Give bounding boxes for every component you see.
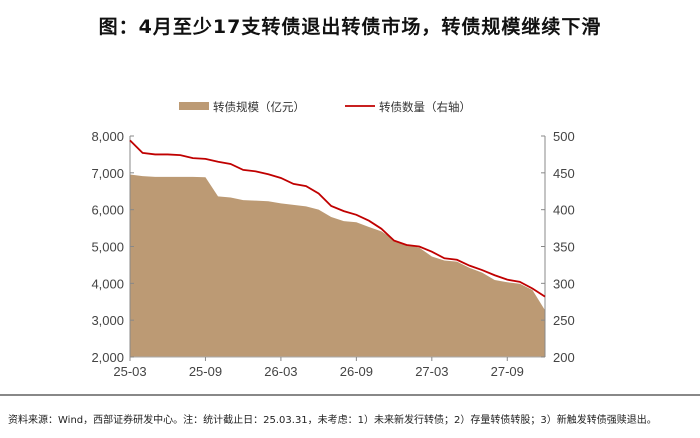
right-tick-label: 200 bbox=[553, 350, 575, 365]
left-tick-label: 3,000 bbox=[91, 313, 124, 328]
area-series-scale bbox=[130, 174, 545, 357]
divider bbox=[0, 394, 700, 396]
x-tick-label: 25-03 bbox=[113, 364, 146, 379]
x-tick-label: 26-03 bbox=[264, 364, 297, 379]
right-tick-label: 350 bbox=[553, 240, 575, 255]
right-tick-label: 300 bbox=[553, 276, 575, 291]
left-tick-label: 8,000 bbox=[91, 129, 124, 144]
x-tick-label: 27-09 bbox=[491, 364, 524, 379]
chart-title: 图：4月至少17支转债退出转债市场，转债规模继续下滑 bbox=[98, 16, 602, 38]
x-tick-label: 25-09 bbox=[189, 364, 222, 379]
left-tick-label: 2,000 bbox=[91, 350, 124, 365]
right-tick-label: 450 bbox=[553, 166, 575, 181]
legend-label-count: 转债数量（右轴） bbox=[379, 100, 471, 114]
x-tick-label: 27-03 bbox=[415, 364, 448, 379]
left-tick-label: 7,000 bbox=[91, 166, 124, 181]
left-tick-label: 5,000 bbox=[91, 240, 124, 255]
legend-label-scale: 转债规模（亿元） bbox=[213, 100, 305, 114]
line-series-count bbox=[129, 139, 546, 298]
left-tick-label: 4,000 bbox=[91, 276, 124, 291]
right-tick-label: 250 bbox=[553, 313, 575, 328]
footnote: 资料来源：Wind，西部证券研发中心。注：统计截止日：25.03.31，未考虑：… bbox=[8, 415, 657, 426]
right-tick-label: 400 bbox=[553, 203, 575, 218]
chart: 2,000 3,000 4,000 5,000 6,000 7,000 8,000 200 25… bbox=[91, 100, 575, 379]
x-tick-label: 26-09 bbox=[340, 364, 373, 379]
legend-swatch-scale bbox=[179, 102, 209, 110]
right-tick-label: 500 bbox=[553, 129, 575, 144]
left-tick-label: 6,000 bbox=[91, 203, 124, 218]
